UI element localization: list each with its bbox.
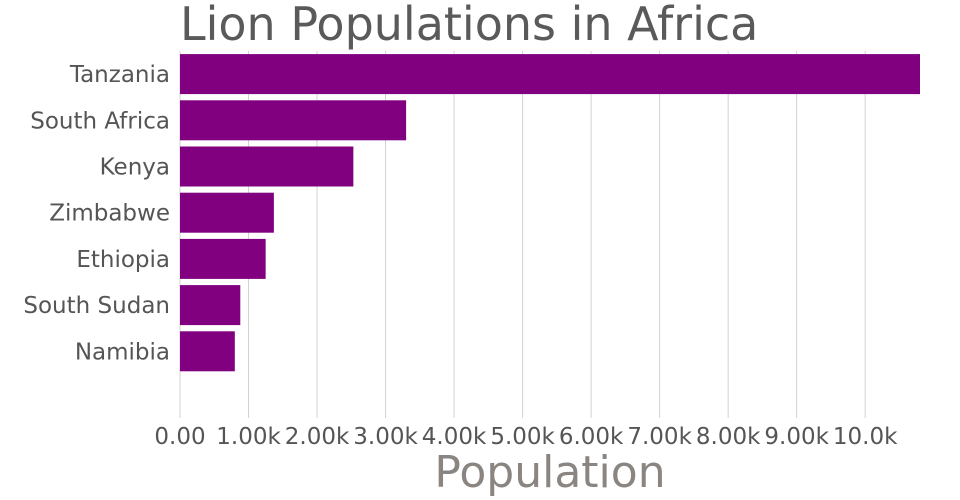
x-tick-label: 10.0k (833, 424, 898, 450)
bars (180, 54, 920, 372)
category-label: Zimbabwe (49, 201, 170, 227)
bar-south-sudan (180, 285, 241, 326)
bar-ethiopia (180, 238, 266, 279)
bar-namibia (180, 331, 235, 372)
category-labels: Tanzania South Africa Kenya Zimbabwe Ethiopi… (23, 62, 170, 365)
x-tick-label: 0.00 (154, 424, 205, 450)
x-tick-label: 5.00k (490, 424, 555, 450)
bar-zimbabwe (180, 192, 274, 233)
x-tick-label: 2.00k (285, 424, 350, 450)
chart-title: Lion Populations in Africa (180, 0, 758, 51)
x-tick-label: 3.00k (353, 424, 418, 450)
x-tick-label: 1.00k (216, 424, 281, 450)
x-axis-label: Population (434, 447, 665, 498)
x-tick-label: 7.00k (627, 424, 692, 450)
x-tick-labels: 0.00 1.00k 2.00k 3.00k 4.00k 5.00k 6.00k 7.00k 8… (154, 424, 898, 450)
category-label: Kenya (100, 155, 170, 181)
bar-tanzania (180, 54, 920, 95)
x-tick-label: 4.00k (422, 424, 487, 450)
x-tick-label: 9.00k (764, 424, 829, 450)
bar-kenya (180, 146, 354, 187)
category-label: Tanzania (69, 62, 170, 88)
x-tick-label: 8.00k (696, 424, 761, 450)
x-tick-label: 6.00k (559, 424, 624, 450)
category-label: South Africa (30, 108, 170, 134)
bar-south-africa (180, 100, 407, 141)
category-label: Namibia (75, 339, 170, 365)
category-label: South Sudan (23, 293, 170, 319)
category-label: Ethiopia (76, 247, 170, 273)
